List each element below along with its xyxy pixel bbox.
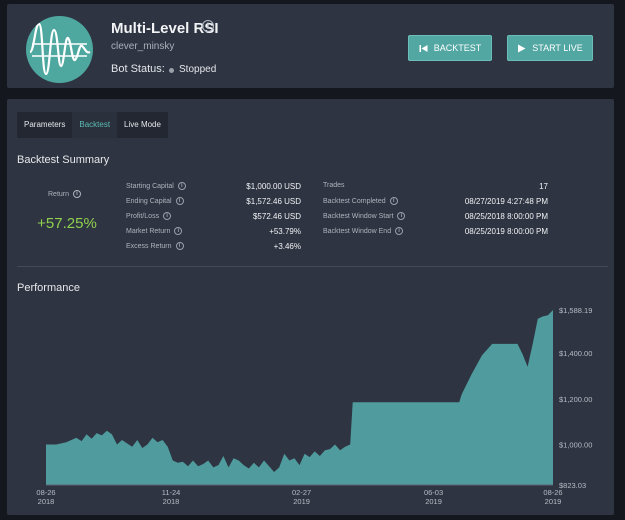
stat-value: $1,572.46 USD — [246, 197, 301, 206]
info-icon[interactable]: i — [389, 197, 398, 205]
stat-profit-loss: Profit/Loss i — [126, 212, 172, 220]
tab-bar: Parameters Backtest Live Mode — [17, 112, 168, 138]
start-live-button-label: START LIVE — [532, 43, 583, 53]
x-tick-label: 08-26 — [36, 488, 55, 497]
x-tick-label: 11-24 — [162, 488, 181, 497]
bot-logo — [26, 16, 93, 83]
tab-backtest[interactable]: Backtest — [72, 112, 118, 138]
stat-label: Profit/Loss — [126, 212, 160, 220]
start-live-button[interactable]: START LIVE — [507, 35, 593, 61]
y-tick-label: $1,400.00 — [559, 349, 592, 358]
performance-chart: $1,588.19 $1,400.00 $1,200.00 $1,000.00 $823… — [36, 306, 592, 506]
stat-label: Market Return — [126, 227, 171, 235]
y-tick-label: $1,588.19 — [559, 306, 592, 315]
stat-label: Ending Capital — [126, 197, 172, 205]
performance-area — [46, 310, 553, 485]
bot-header-card: Multi-Level RSI i clever_minsky Bot Stat… — [7, 4, 614, 88]
x-tick-label: 02-27 — [292, 488, 311, 497]
y-tick-label: $823.03 — [559, 481, 586, 490]
return-label-text: Return — [48, 190, 70, 198]
performance-title: Performance — [17, 282, 80, 294]
backtest-button-label: BACKTEST — [433, 43, 482, 53]
stat-label: Trades — [323, 182, 345, 189]
x-tick-label: 08-26 — [543, 488, 562, 497]
play-icon — [518, 44, 526, 52]
bot-status-label: Bot Status: — [111, 63, 165, 75]
stat-market-return: Market Return i — [126, 227, 183, 235]
info-icon[interactable]: i — [202, 20, 214, 32]
info-icon[interactable]: i — [174, 227, 183, 235]
x-tick-year-label: 2018 — [163, 497, 180, 506]
stat-label: Backtest Completed — [323, 197, 386, 205]
status-dot-icon — [169, 68, 174, 73]
stat-label: Backtest Window End — [323, 227, 392, 235]
info-icon[interactable]: i — [163, 212, 172, 220]
stat-value: +53.79% — [269, 227, 301, 236]
tab-parameters[interactable]: Parameters — [24, 120, 66, 129]
x-tick-year-label: 2019 — [293, 497, 310, 506]
waveform-icon — [28, 22, 91, 76]
y-tick-label: $1,200.00 — [559, 395, 592, 404]
stat-backtest-completed: Backtest Completed i — [323, 197, 398, 205]
tab-live-mode[interactable]: Live Mode — [124, 120, 161, 129]
stat-value: 08/27/2019 4:27:48 PM — [464, 197, 548, 206]
stat-label: Backtest Window Start — [323, 212, 394, 220]
info-icon[interactable]: i — [73, 190, 82, 198]
stat-value: $1,000.00 USD — [246, 182, 301, 191]
x-tick-label: 06-03 — [424, 488, 443, 497]
y-tick-label: $1,000.00 — [559, 441, 592, 450]
info-icon[interactable]: i — [395, 227, 404, 235]
stat-window-end: Backtest Window End i — [323, 227, 404, 235]
info-icon[interactable]: i — [177, 182, 186, 190]
summary-title: Backtest Summary — [17, 154, 110, 166]
stat-value: 17 — [539, 182, 548, 191]
bot-status-value: Stopped — [179, 64, 217, 75]
stat-label: Starting Capital — [126, 182, 174, 190]
stat-label: Excess Return — [126, 242, 172, 250]
stat-ending-capital: Ending Capital i — [126, 197, 184, 205]
stat-value: 08/25/2018 8:00:00 PM — [464, 212, 548, 221]
info-icon[interactable]: i — [397, 212, 406, 220]
stat-value: $572.46 USD — [252, 212, 301, 221]
bot-title: Multi-Level RSI — [111, 20, 219, 37]
divider — [17, 266, 608, 267]
info-icon[interactable]: i — [175, 242, 184, 250]
stat-value: +3.46% — [273, 242, 301, 251]
return-value: +57.25% — [37, 215, 97, 232]
bot-username: clever_minsky — [111, 41, 175, 52]
stat-window-start: Backtest Window Start i — [323, 212, 406, 220]
x-tick-year-label: 2019 — [425, 497, 442, 506]
stat-value: 08/25/2019 8:00:00 PM — [464, 227, 548, 236]
info-icon[interactable]: i — [175, 197, 184, 205]
x-tick-year-label: 2019 — [545, 497, 562, 506]
backtest-panel: Parameters Backtest Live Mode Backtest S… — [7, 99, 614, 515]
return-label: Return i — [48, 190, 82, 198]
stat-starting-capital: Starting Capital i — [126, 182, 186, 190]
stat-excess-return: Excess Return i — [126, 242, 184, 250]
x-tick-year-label: 2018 — [38, 497, 55, 506]
skip-back-icon — [419, 44, 428, 52]
stat-trades: Trades — [323, 182, 345, 189]
backtest-button[interactable]: BACKTEST — [408, 35, 492, 61]
